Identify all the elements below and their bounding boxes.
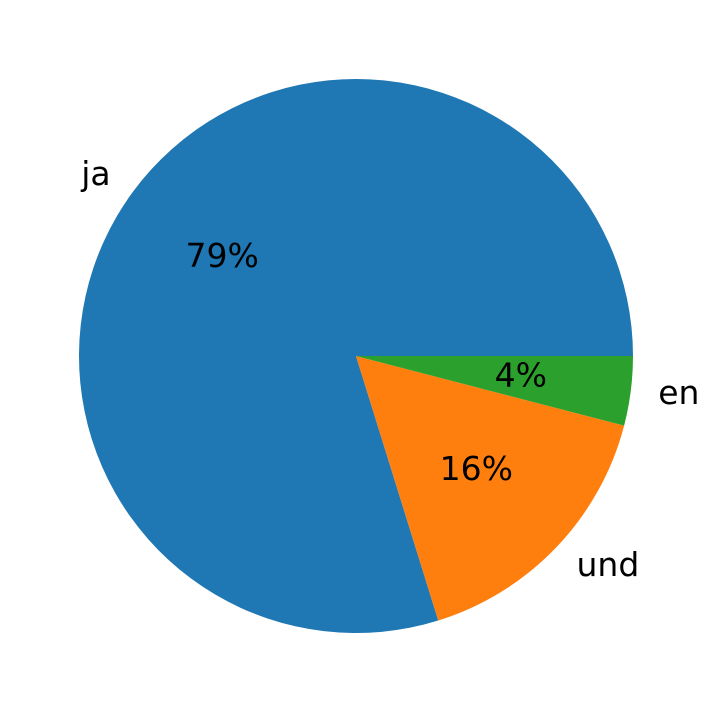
- slice-label: en: [658, 373, 699, 412]
- percent-label: 79%: [185, 236, 258, 275]
- percent-label: 16%: [440, 449, 513, 488]
- slice-label: ja: [80, 154, 110, 193]
- pie-slice: [356, 356, 633, 426]
- percent-label: 4%: [495, 356, 547, 395]
- pie-slice: [78, 79, 633, 634]
- slice-label: und: [577, 545, 640, 584]
- pie-slice: [356, 356, 625, 621]
